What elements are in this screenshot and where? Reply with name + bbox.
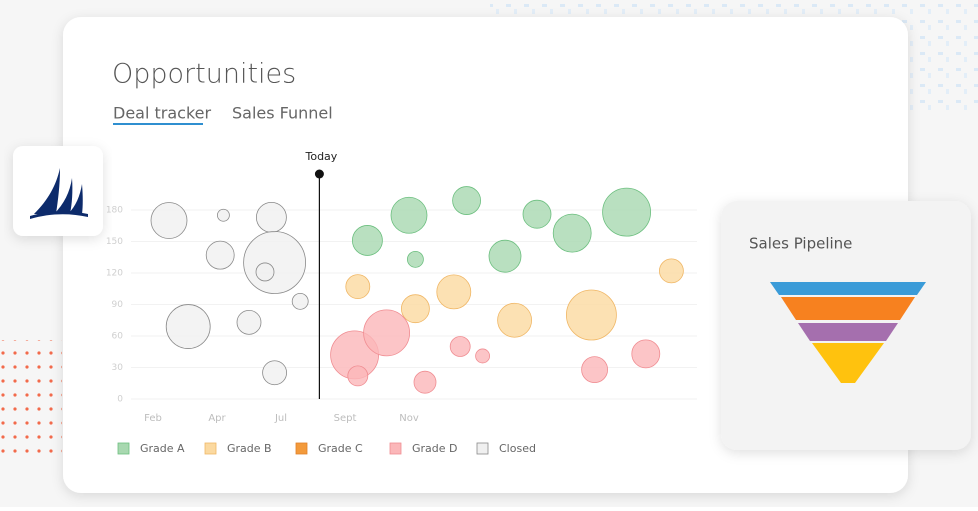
y-tick-label: 180 (106, 206, 123, 216)
legend-label: Grade C (318, 442, 363, 455)
legend-label: Grade A (140, 442, 185, 455)
bubble (390, 196, 428, 234)
legend-label: Closed (499, 442, 536, 455)
x-tick-label: Apr (208, 413, 226, 424)
y-tick-label: 60 (112, 332, 124, 342)
x-tick-label: Jul (274, 413, 287, 424)
funnel-stage (770, 282, 926, 295)
bubble (351, 225, 383, 256)
bubble (552, 213, 592, 253)
bubble (475, 348, 491, 364)
bubble (436, 274, 472, 310)
bubble (255, 201, 287, 233)
bubble (488, 239, 522, 273)
funnel-stage (798, 323, 898, 341)
bubble (566, 289, 617, 341)
bubble (236, 309, 262, 335)
y-tick-label: 120 (106, 269, 123, 279)
pipeline-title: Sales Pipeline (749, 235, 852, 253)
x-tick-label: Nov (399, 413, 419, 424)
today-label: Today (304, 150, 337, 163)
bubble (262, 360, 288, 386)
bubble (243, 231, 307, 294)
bubble-chart: 0 30 60 90 120 150 180 Feb Apr Jul Sept Nov Today (106, 150, 697, 424)
y-tick-label: 150 (106, 237, 123, 247)
bubble (216, 208, 230, 222)
bubble (452, 186, 482, 215)
logo (30, 168, 88, 219)
x-tick-label: Sept (334, 413, 357, 424)
bubble (150, 202, 188, 239)
y-tick-label: 0 (117, 395, 123, 405)
today-marker (314, 169, 324, 179)
bubble (449, 336, 471, 357)
bubble (406, 250, 424, 268)
bubble (413, 370, 437, 394)
bubble (347, 365, 369, 387)
bubble (602, 187, 651, 237)
y-tick-label: 30 (112, 363, 124, 373)
page-title: Opportunities (112, 59, 296, 90)
funnel-stage (781, 297, 915, 320)
bubble (581, 356, 608, 384)
bubble (363, 309, 411, 357)
legend-label: Grade B (227, 442, 272, 455)
legend-swatch (476, 442, 489, 455)
bubble (631, 339, 661, 369)
tab-underline (113, 123, 203, 125)
legend-swatch (295, 442, 308, 455)
y-tick-label: 90 (112, 300, 124, 310)
decor-dots (0, 340, 62, 460)
bubble (165, 304, 211, 349)
legend-label: Grade D (412, 442, 458, 455)
bubble (659, 258, 684, 284)
x-tick-label: Feb (144, 413, 162, 424)
legend-swatch (204, 442, 217, 455)
bubble (205, 240, 235, 270)
bubble (291, 292, 309, 310)
legend-swatch (117, 442, 130, 455)
bubble (400, 294, 430, 324)
tab[interactable]: Deal tracker (113, 104, 211, 123)
funnel-stage (812, 343, 884, 383)
bubble (255, 262, 275, 282)
bubble (522, 199, 552, 229)
bubble (345, 274, 371, 300)
bubble (497, 302, 532, 338)
tab[interactable]: Sales Funnel (232, 104, 333, 123)
legend: Grade A Grade B Grade C Grade D Closed (117, 442, 536, 455)
legend-swatch (389, 442, 402, 455)
